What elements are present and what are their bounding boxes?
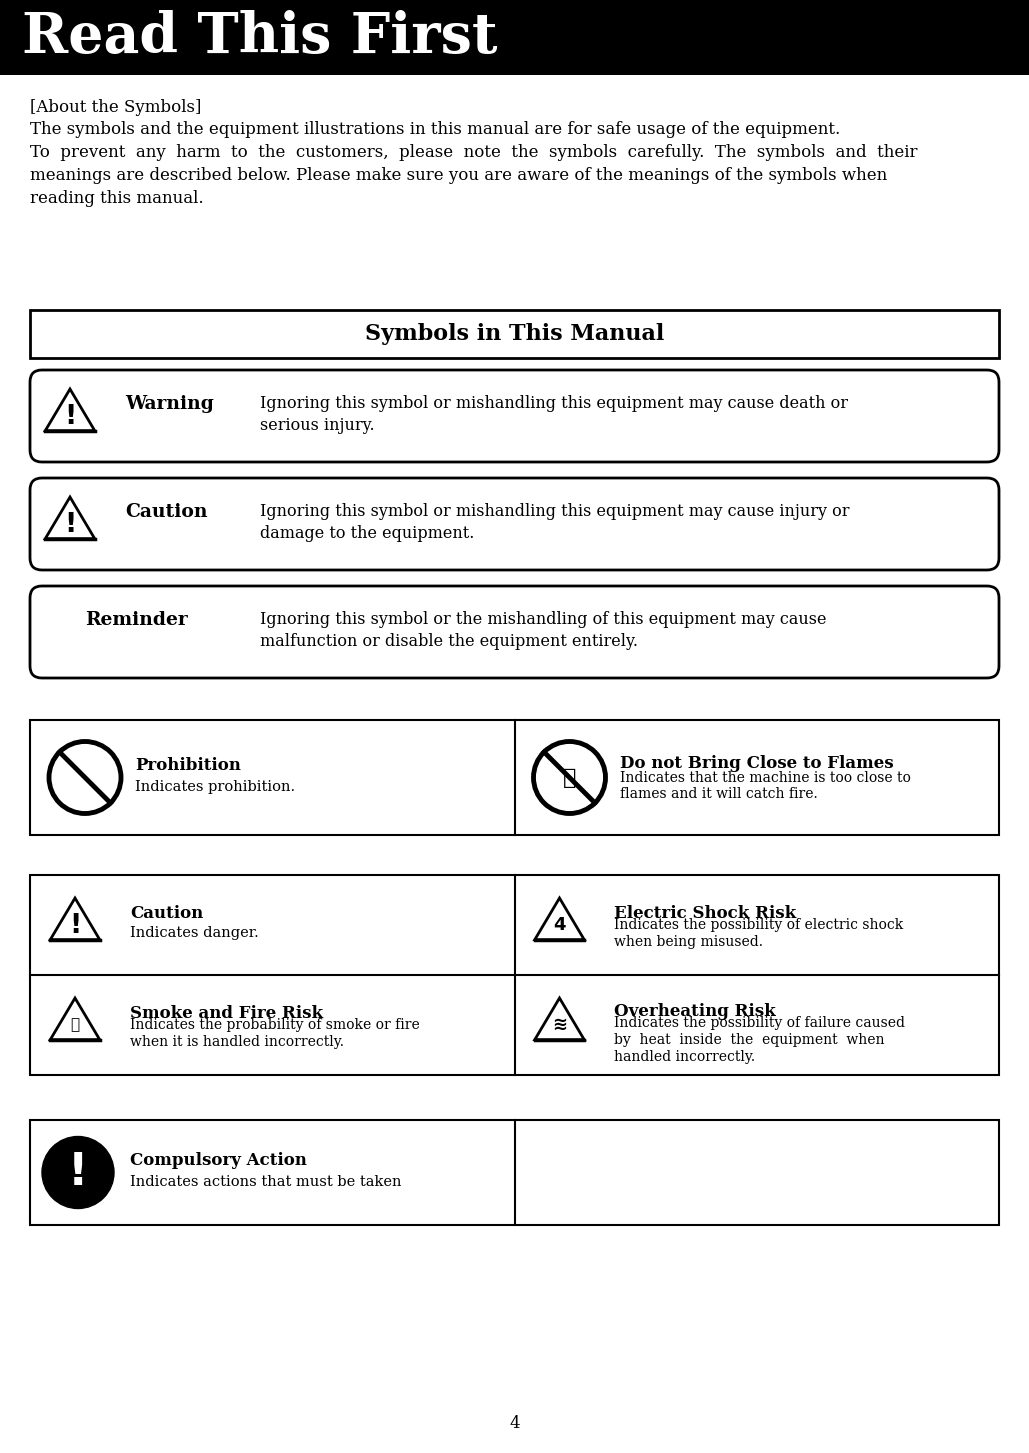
Text: Read This First: Read This First [22,10,497,65]
Text: 4: 4 [554,915,566,934]
Text: Indicates the possibility of failure caused: Indicates the possibility of failure cau… [614,1016,906,1030]
Bar [30,875,999,1075]
Text: Symbols in This Manual: Symbols in This Manual [365,323,664,344]
Text: Ignoring this symbol or mishandling this equipment may cause injury or: Ignoring this symbol or mishandling this… [260,503,850,520]
Text: when it is handled incorrectly.: when it is handled incorrectly. [130,1035,344,1049]
Text: Smoke and Fire Risk: Smoke and Fire Risk [130,1004,323,1021]
Bar [30,721,999,835]
Text: 🔧: 🔧 [563,767,576,788]
Text: !: ! [69,914,81,939]
Text: malfunction or disable the equipment entirely.: malfunction or disable the equipment ent… [260,632,638,649]
Bar [0,0,1029,76]
Text: 4: 4 [509,1415,520,1431]
FancyBboxPatch shape [30,371,999,462]
Text: Do not Bring Close to Flames: Do not Bring Close to Flames [619,756,893,772]
Text: Indicates that the machine is too close to: Indicates that the machine is too close … [619,770,911,785]
Text: by  heat  inside  the  equipment  when: by heat inside the equipment when [614,1033,885,1048]
Text: !: ! [64,404,76,430]
Text: Caution: Caution [130,905,204,921]
Text: The symbols and the equipment illustrations in this manual are for safe usage of: The symbols and the equipment illustrati… [30,121,841,138]
Bar [30,309,999,357]
Text: Ignoring this symbol or mishandling this equipment may cause death or: Ignoring this symbol or mishandling this… [260,395,848,411]
Text: To  prevent  any  harm  to  the  customers,  please  note  the  symbols  careful: To prevent any harm to the customers, pl… [30,144,918,161]
Text: Indicates the possibility of electric shock: Indicates the possibility of electric sh… [614,918,903,931]
FancyBboxPatch shape [30,586,999,679]
Bar [30,1120,999,1225]
Text: 🔥: 🔥 [70,1017,79,1033]
Text: Caution: Caution [125,503,208,522]
Text: handled incorrectly.: handled incorrectly. [614,1051,755,1064]
Text: Indicates danger.: Indicates danger. [130,926,258,940]
Text: meanings are described below. Please make sure you are aware of the meanings of : meanings are described below. Please mak… [30,167,887,185]
Text: !: ! [64,513,76,538]
Text: reading this manual.: reading this manual. [30,190,204,206]
Text: !: ! [68,1151,88,1194]
Text: ≋: ≋ [552,1016,567,1035]
Text: Prohibition: Prohibition [135,757,241,774]
Text: Indicates the probability of smoke or fire: Indicates the probability of smoke or fi… [130,1019,420,1032]
Text: Overheating Risk: Overheating Risk [614,1003,776,1020]
Text: serious injury.: serious injury. [260,417,375,433]
Text: Electric Shock Risk: Electric Shock Risk [614,905,796,921]
Text: Warning: Warning [125,395,214,413]
Text: Ignoring this symbol or the mishandling of this equipment may cause: Ignoring this symbol or the mishandling … [260,610,826,628]
Text: Indicates actions that must be taken: Indicates actions that must be taken [130,1175,401,1190]
FancyBboxPatch shape [30,478,999,570]
Text: flames and it will catch fire.: flames and it will catch fire. [619,788,817,802]
Text: when being misused.: when being misused. [614,934,764,949]
Text: Compulsory Action: Compulsory Action [130,1152,307,1170]
Text: Indicates prohibition.: Indicates prohibition. [135,780,295,795]
Circle shape [42,1136,114,1209]
Text: [About the Symbols]: [About the Symbols] [30,99,202,116]
Text: Reminder: Reminder [85,612,187,629]
Text: damage to the equipment.: damage to the equipment. [260,525,474,542]
